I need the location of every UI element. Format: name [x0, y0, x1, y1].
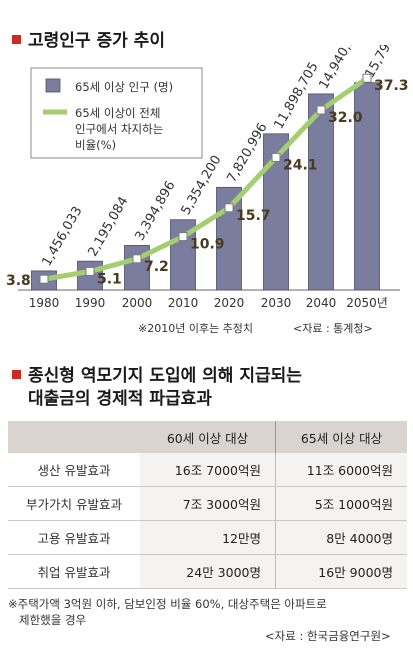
row-label: 고용 유발효과: [8, 520, 140, 555]
ratio-value-label: 24.1: [283, 157, 318, 173]
chart-source: <자료 : 통계청>: [293, 322, 373, 335]
x-tick-label: 2040: [306, 296, 337, 310]
table-source: <자료 : 한국금융연구원>: [265, 629, 391, 643]
table-header-row: 60세 이상 대상 65세 이상 대상: [8, 421, 407, 453]
row-value-60: 16조 7000억원: [140, 453, 276, 487]
legend-line-label: 비율(%): [75, 138, 116, 152]
title-marker-icon: [12, 369, 21, 379]
row-value-65: 5조 1000억원: [275, 486, 407, 521]
legend-line-label: 65세 이상이 전체: [75, 106, 160, 120]
table-header-60: 60세 이상 대상: [140, 421, 276, 453]
ratio-point: [224, 203, 234, 213]
row-value-60: 7조 3000억원: [140, 486, 276, 521]
legend-bar-swatch: [45, 78, 61, 93]
row-label: 부가가치 유발효과: [8, 486, 140, 521]
section1-title: 고령인구 증가 추이: [12, 30, 165, 52]
x-tick-label: 2010: [168, 296, 199, 310]
table-row: 생산 유발효과 16조 7000억원 11조 6000억원: [8, 453, 407, 487]
ratio-point: [178, 232, 188, 242]
table-header-65: 65세 이상 대상: [275, 421, 407, 453]
ratio-line: [43, 76, 369, 282]
x-tick-label: 1980: [29, 296, 60, 310]
x-tick-label: 2050년: [346, 296, 388, 310]
row-value-60: 12만명: [140, 520, 276, 555]
row-label: 생산 유발효과: [8, 453, 140, 487]
ratio-point: [362, 73, 372, 83]
x-tick-label: 2020: [214, 296, 245, 310]
bar-value-label: 1,456,033: [39, 204, 85, 269]
bar: [354, 82, 380, 291]
footnote-line2: 제한했을 경우: [19, 613, 87, 627]
legend-line-label: 인구에서 차지하는: [75, 122, 163, 136]
ratio-value-label: 3.8: [6, 273, 31, 289]
ratio-value-label: 10.9: [190, 237, 225, 253]
ratio-point: [132, 254, 142, 264]
section1-title-text: 고령인구 증가 추이: [28, 31, 165, 51]
ratio-point: [316, 105, 326, 115]
ratio-point: [85, 266, 95, 276]
bar: [308, 93, 334, 291]
table-row: 취업 유발효과 24만 3000명 16만 9000명: [8, 554, 407, 589]
ratio-point: [39, 274, 49, 284]
table-header-blank: [8, 421, 140, 453]
table-row: 부가가치 유발효과 7조 3000억원 5조 1000억원: [8, 486, 407, 521]
x-tick-label: 2000: [122, 296, 153, 310]
table-row: 고용 유발효과 12만명 8만 4000명: [8, 520, 407, 555]
ratio-value-label: 32.0: [328, 110, 363, 126]
row-value-60: 24만 3000명: [140, 554, 276, 589]
legend-bar-label: 65세 이상 인구 (명): [75, 80, 173, 94]
estimate-note: ※2010년 이후는 추정치: [138, 322, 254, 335]
title-marker-icon: [12, 34, 21, 44]
ratio-value-label: 5.1: [97, 271, 122, 287]
ratio-value-label: 15.7: [236, 208, 271, 224]
elderly-population-chart: 1,456,033 2,195,084 3,394,896 5,354,200 7,82…: [6, 45, 413, 310]
x-tick-label: 1990: [75, 296, 106, 310]
row-value-65: 16만 9000명: [275, 554, 407, 589]
economic-effect-table: 60세 이상 대상 65세 이상 대상 생산 유발효과 16조 7000억원 1…: [8, 421, 407, 589]
bar: [77, 260, 103, 291]
section2-title: 종신형 역모기지 도입에 의해 지급되는 대출금의 경제적 파급효과: [12, 365, 302, 411]
ratio-point: [271, 152, 281, 162]
section2-title-line1: 종신형 역모기지 도입에 의해 지급되는: [28, 366, 302, 386]
x-tick-label: 2030: [261, 296, 292, 310]
row-value-65: 8만 4000명: [275, 520, 407, 555]
section2-title-line2: 대출금의 경제적 파급효과: [28, 389, 212, 409]
ratio-value-label: 7.2: [144, 259, 169, 275]
footnote: ※주택가액 3억원 이하, 담보인정 비율 60%, 대상주택은 아파트로 제한…: [8, 596, 327, 628]
row-label: 취업 유발효과: [8, 554, 140, 589]
footnote-line1: ※주택가액 3억원 이하, 담보인정 비율 60%, 대상주택은 아파트로: [8, 597, 327, 611]
ratio-value-label: 37.3: [374, 78, 409, 94]
row-value-65: 11조 6000억원: [275, 453, 407, 487]
